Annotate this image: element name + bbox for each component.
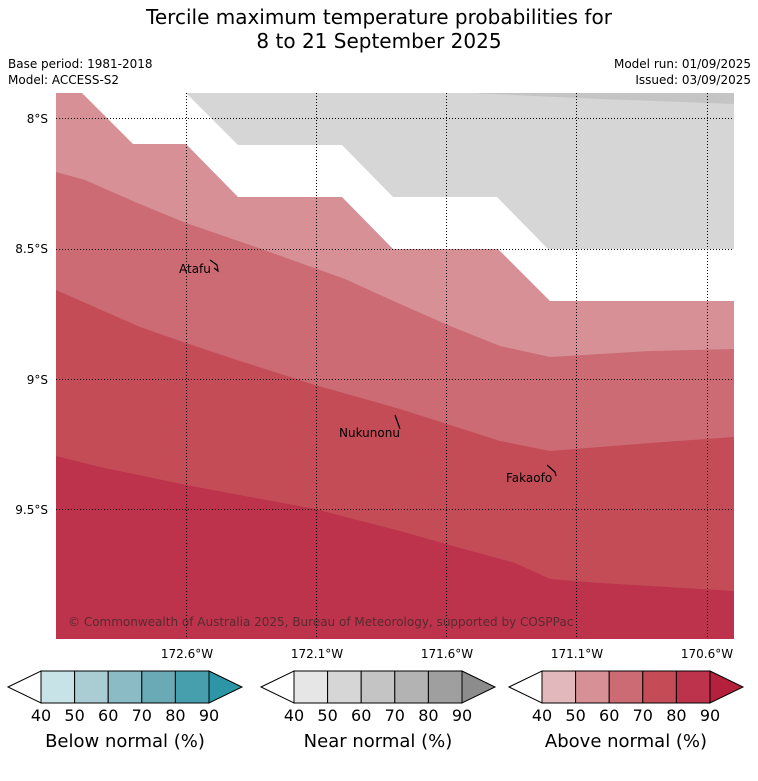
lon-label: 172.1°W — [291, 647, 343, 661]
base-period-text: Base period: 1981-2018 — [8, 57, 153, 71]
legend-tick-label: 70 — [633, 706, 653, 725]
legend-tick-label: 50 — [565, 706, 585, 725]
legend-swatch — [608, 670, 644, 704]
legend-tick-label: 60 — [351, 706, 371, 725]
legend-swatch — [427, 670, 463, 704]
longitude-labels: 172.6°W 172.1°W 171.6°W 171.1°W 170.6°W — [161, 647, 733, 661]
lat-label: 9.5°S — [15, 503, 48, 517]
above-normal-legend: 40 50 60 70 80 90 Above normal (%) — [507, 670, 745, 752]
legend-tick-label: 40 — [532, 706, 552, 725]
legend-swatch — [141, 670, 176, 704]
near-normal-legend: 40 50 60 70 80 90 Near normal (%) — [259, 670, 497, 752]
legend-title: Above normal (%) — [545, 731, 707, 752]
legend-swatch — [394, 670, 429, 704]
legend-swatch — [575, 670, 610, 704]
legend-high-arrow — [709, 670, 745, 704]
lon-label: 171.6°W — [421, 647, 473, 661]
legend-swatch — [107, 670, 143, 704]
lon-label: 170.6°W — [681, 647, 733, 661]
lon-label: 172.6°W — [161, 647, 213, 661]
legend-tick-label: 40 — [284, 706, 304, 725]
legend-high-arrow — [461, 670, 497, 704]
title-line-2: 8 to 21 September 2025 — [256, 29, 502, 53]
near-normal-50-zone — [186, 93, 734, 249]
lat-label: 8.5°S — [15, 242, 48, 256]
atafu-outline — [209, 259, 219, 273]
legend-tick-label: 40 — [31, 706, 51, 725]
legend-title: Near normal (%) — [304, 731, 453, 752]
legend-swatch — [40, 670, 76, 704]
nukunonu-outline — [394, 414, 401, 430]
legend-tick-label: 80 — [418, 706, 438, 725]
legend-tick-label: 50 — [64, 706, 84, 725]
legend-tick-label: 50 — [317, 706, 337, 725]
legend-tick-label: 90 — [452, 706, 472, 725]
legend-swatch — [360, 670, 396, 704]
legend-high-arrow — [208, 670, 244, 704]
legend-tick-label: 70 — [132, 706, 152, 725]
legend-swatch — [327, 670, 362, 704]
issued-text: Issued: 03/09/2025 — [635, 73, 751, 87]
lat-label: 9°S — [27, 373, 48, 387]
legend-title: Below normal (%) — [45, 731, 205, 752]
colour-legends: 40 50 60 70 80 90 Below normal (%) 40 50 60 70 80 90… — [6, 670, 745, 752]
base-info: Base period: 1981-2018 Model: ACCESS-S2 — [8, 56, 153, 88]
legend-swatch — [642, 670, 677, 704]
title-line-1: Tercile maximum temperature probabilitie… — [146, 5, 612, 29]
place-label-atafu: Atafu — [179, 262, 211, 276]
legend-tick-label: 90 — [700, 706, 720, 725]
legend-tick-label: 70 — [385, 706, 405, 725]
legend-low-arrow — [259, 670, 295, 704]
atoll-outlines — [209, 259, 557, 477]
legend-low-arrow — [6, 670, 42, 704]
model-run-text: Model run: 01/09/2025 — [613, 57, 751, 71]
place-label-fakaofo: Fakaofo — [506, 471, 552, 485]
legend-low-arrow — [507, 670, 543, 704]
legend-tick-label: 60 — [98, 706, 118, 725]
near-normal-60-zone — [470, 93, 734, 104]
run-info: Model run: 01/09/2025 Issued: 03/09/2025 — [614, 56, 751, 88]
map-title: Tercile maximum temperature probabilitie… — [0, 5, 758, 53]
above-normal-80-zone — [56, 456, 734, 639]
legend-tick-label: 80 — [666, 706, 686, 725]
legend-swatch — [675, 670, 711, 704]
legend-swatch — [174, 670, 210, 704]
legend-tick-label: 60 — [599, 706, 619, 725]
model-text: Model: ACCESS-S2 — [8, 73, 120, 87]
lon-label: 171.1°W — [551, 647, 603, 661]
place-label-nukunonu: Nukunonu — [339, 426, 400, 440]
graticule — [56, 93, 734, 639]
legend-swatch — [541, 670, 577, 704]
lat-label: 8°S — [27, 112, 48, 126]
copyright-text: © Commonwealth of Australia 2025, Bureau… — [68, 615, 573, 629]
latitude-labels: 8°S 8.5°S 9°S 9.5°S — [15, 112, 48, 517]
below-normal-legend: 40 50 60 70 80 90 Below normal (%) — [6, 670, 244, 752]
legend-swatch — [74, 670, 109, 704]
map-area: Atafu Nukunonu Fakaofo © Commonwealth of… — [56, 93, 734, 639]
fakaofo-outline — [546, 464, 557, 477]
legend-tick-label: 90 — [199, 706, 219, 725]
legend-tick-label: 80 — [165, 706, 185, 725]
legend-swatch — [293, 670, 329, 704]
